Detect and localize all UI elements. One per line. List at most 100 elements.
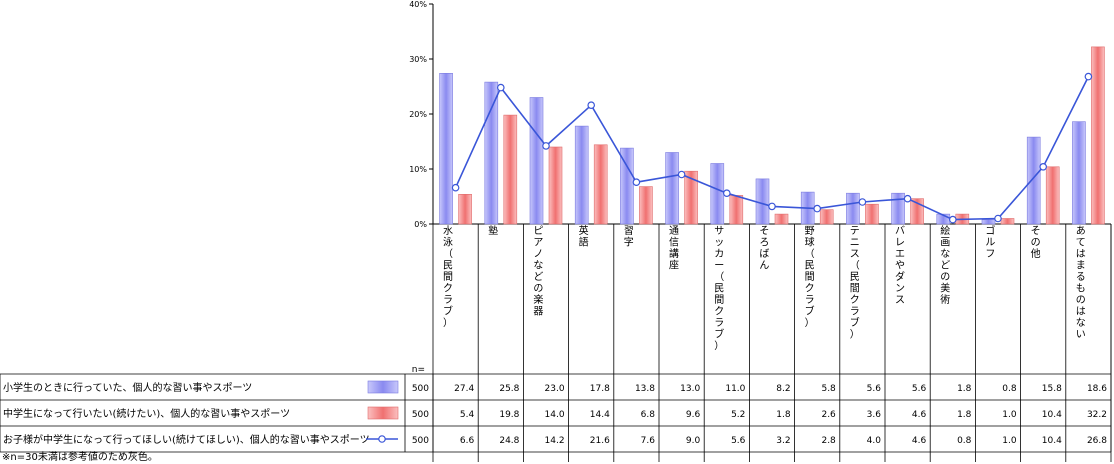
data-label: 3.2 [776,436,790,446]
bar-junior-high-want [639,186,653,225]
line-point [632,178,641,187]
category-label: 英語 [579,224,589,249]
y-tick-label: 10% [409,165,427,174]
line-point [994,214,1002,223]
line-point [768,202,776,211]
data-label: 9.0 [686,436,701,446]
data-label: 21.6 [590,436,610,446]
category-label: あてはまるものはない [1076,225,1086,341]
bar-junior-high-want [819,209,834,225]
series-label: 小学生のときに行っていた、個人的な習い事やスポーツ [3,381,252,394]
data-label: 1.8 [957,410,972,420]
category-label: 塾 [488,224,498,237]
data-label: 0.8 [957,436,972,446]
category-label: そろばん [759,225,769,272]
line-point [677,170,686,179]
bar-elementary [439,73,453,225]
bar-junior-high-want [1091,46,1105,225]
bar-elementary [981,219,996,225]
data-label: 1.8 [776,410,791,420]
line-point [722,189,731,198]
bar-junior-high-want [729,195,744,225]
data-label: 6.6 [460,436,475,446]
data-label: 3.6 [867,410,882,420]
data-label: 14.4 [590,410,610,420]
n-value: 500 [412,436,429,446]
line-point [948,215,957,224]
data-label: 0.8 [1002,384,1017,394]
data-label: 32.2 [1087,410,1107,420]
bar-elementary [484,81,499,225]
data-label: 14.2 [545,436,565,446]
data-label: 9.6 [686,410,701,420]
bar-junior-high-want [458,194,472,225]
category-label: 野球（民間クラブ） [805,225,815,329]
line-point [858,198,867,206]
line-point [903,194,912,203]
category-label: 絵画などの美術 [940,224,950,306]
line-point [587,101,596,110]
bar-elementary [710,163,725,225]
data-label: 1.0 [1002,436,1017,446]
line-point [813,204,822,213]
data-label: 25.8 [499,384,519,394]
y-tick-label: 20% [409,110,427,119]
data-label: 5.6 [731,436,746,446]
bar-junior-high-want [548,146,563,225]
line-point [496,83,505,92]
data-label: 5.8 [821,384,836,394]
data-label: 13.0 [680,384,700,394]
legend-swatch [367,406,399,420]
bar-junior-high-want [684,170,698,225]
data-label: 5.6 [867,384,882,394]
data-label: 23.0 [545,384,565,394]
data-label: 5.6 [912,384,927,394]
category-label: ゴルフ [985,224,995,260]
data-label: 2.6 [821,410,836,420]
bar-junior-high-want [593,144,608,225]
data-label: 17.8 [590,384,610,394]
y-tick-label: 30% [409,55,427,64]
data-label: 2.8 [821,436,836,446]
footnote: ※n=30未満は参考値のため灰色。 [2,452,158,463]
category-label: サッカー（民間クラブ） [714,225,724,352]
bar-junior-high-want [503,114,518,225]
bar-elementary [755,178,770,225]
data-label: 10.4 [1042,436,1062,446]
bar-junior-high-want [1045,166,1060,225]
data-label: 4.6 [912,436,927,446]
y-tick-label: 40% [409,0,427,9]
bar-elementary [529,97,544,225]
bar-elementary [665,152,679,225]
bar-elementary [1026,136,1041,225]
data-label: 6.8 [641,410,656,420]
bar-elementary [620,147,634,225]
bar-junior-high-want [865,203,879,225]
n-value: 500 [412,410,429,420]
series-label: お子様が中学生になって行ってほしい(続けてほしい)、個人的な習い事やスポーツ [3,433,370,446]
data-label: 7.6 [641,436,656,446]
plot-area: 0% 10% 20% 30% 40% [409,0,1111,229]
data-label: 1.0 [1002,410,1017,420]
n-header: n= [412,365,425,375]
data-table: n= 小学生のときに行っていた、個人的な習い事やスポーツ 500 27.4 25.8 23… [0,224,1112,453]
line-point [1039,163,1048,171]
bar-elementary [1072,121,1086,225]
data-label: 1.8 [957,384,972,394]
legend-swatch [367,380,399,394]
bar-elementary [891,192,905,225]
category-label: テニス（民間クラブ） [850,226,860,341]
data-label: 4.6 [912,410,927,420]
category-label: 習字 [624,225,634,249]
category-label: その他 [1031,225,1041,260]
data-label: 13.8 [635,384,655,394]
y-tick-label: 0% [414,220,427,229]
bar-junior-high-want [774,213,789,225]
line-point [1084,72,1093,81]
data-label: 18.6 [1087,384,1107,394]
category-label: ピアノなどの楽器 [533,225,543,318]
data-label: 15.8 [1042,384,1062,394]
data-label: 27.4 [454,384,474,394]
category-label: 通信講座 [669,225,679,272]
